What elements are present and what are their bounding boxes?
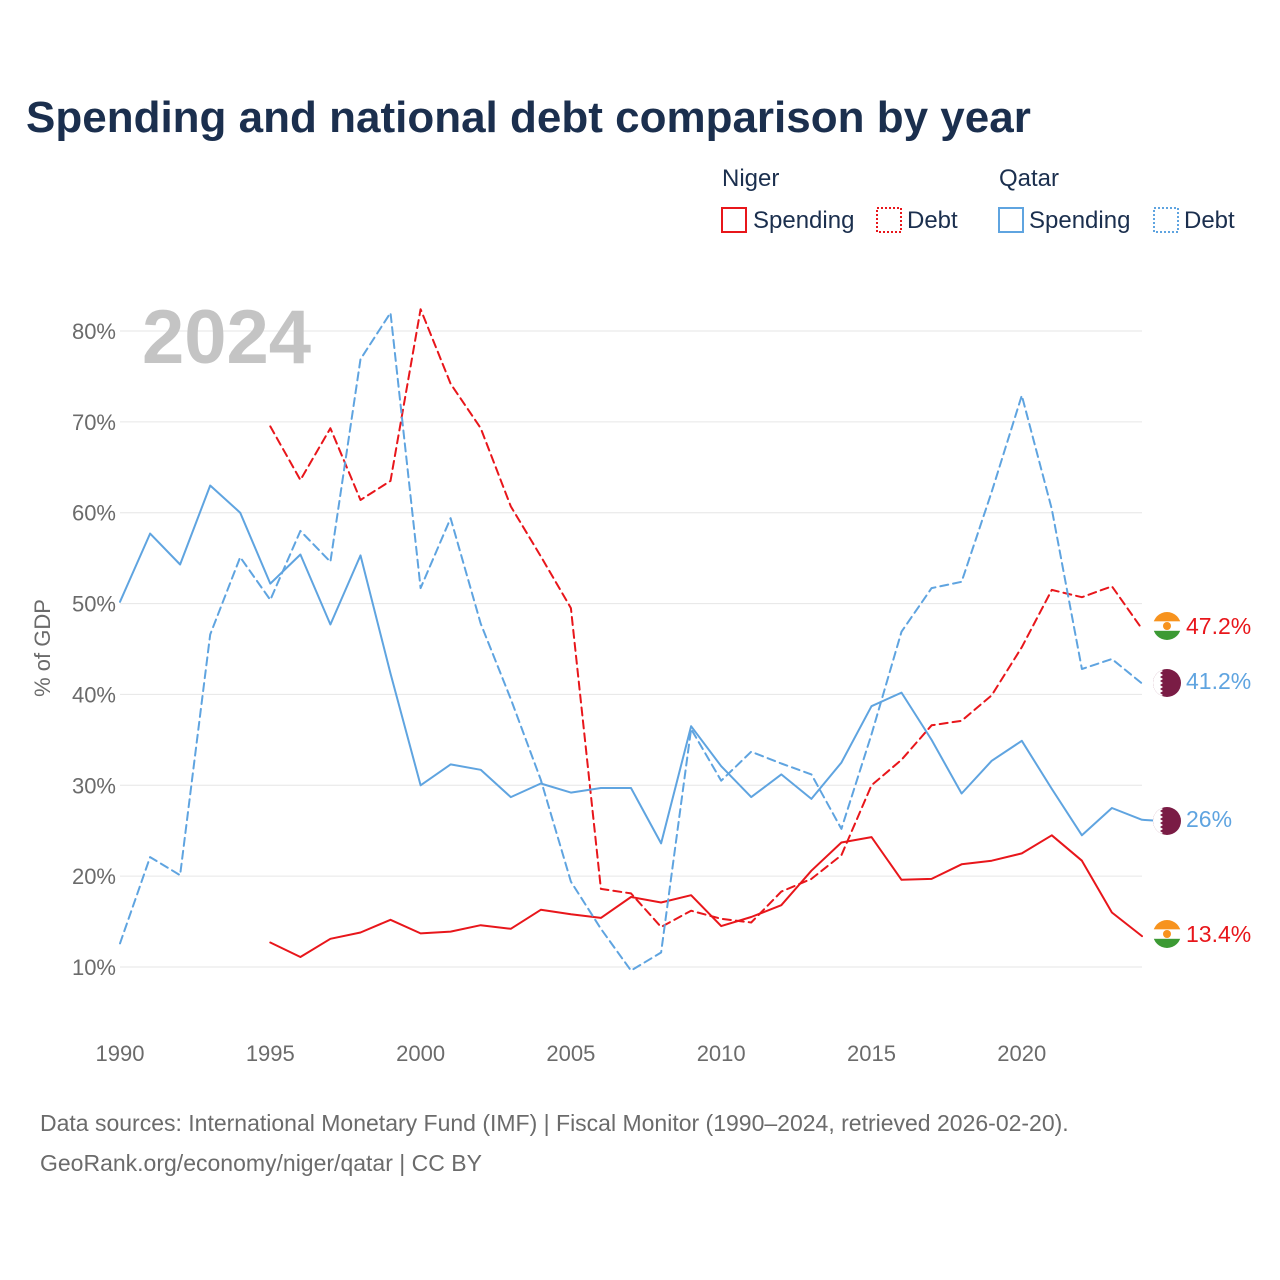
y-tick-label: 50% [72,592,116,617]
legend-swatch-qatar-spending [998,207,1024,233]
end-label-niger-debt: 47.2% [1186,613,1251,639]
y-tick-label: 70% [72,410,116,435]
legend-swatch-niger-debt [876,207,902,233]
x-tick-label: 2000 [396,1041,445,1066]
legend-group-qatar: Qatar [999,165,1059,192]
x-tick-label: 2020 [997,1041,1046,1066]
series-line-qatar-debt [119,311,1143,972]
legend-label-niger-spending: Spending [753,207,854,234]
series-line-niger-spending [269,834,1143,958]
gridlines [120,330,1142,968]
source-line-1: Data sources: International Monetary Fun… [40,1110,1069,1136]
x-tick-label: 2010 [697,1041,746,1066]
y-tick-label: 30% [72,773,116,798]
qatar-flag-icon [1153,669,1181,697]
niger-flag-icon [1153,612,1181,640]
legend-group-niger: Niger [722,165,779,192]
legend-label-qatar-debt: Debt [1184,207,1235,234]
niger-flag-icon [1153,920,1181,948]
legend-label-niger-debt: Debt [907,207,958,234]
end-label-qatar-debt: 41.2% [1186,668,1251,694]
series-line-niger-debt [269,308,1143,928]
legend-label-qatar-spending: Spending [1029,207,1130,234]
y-axis-label: % of GDP [30,599,55,697]
highlight-year: 2024 [142,295,311,380]
x-tick-label: 2015 [847,1041,896,1066]
x-tick-label: 1990 [96,1041,145,1066]
y-axis-ticks: 10% 20% 30% 40% 50% 60% 70% 80% [72,319,116,980]
end-label-niger-spending: 13.4% [1186,921,1251,947]
y-tick-label: 20% [72,864,116,889]
chart-title: Spending and national debt comparison by… [26,93,1031,142]
y-tick-label: 10% [72,955,116,980]
legend-swatch-niger-spending [721,207,747,233]
end-label-qatar-spending: 26% [1186,806,1232,832]
x-tick-label: 1995 [246,1041,295,1066]
series-lines [119,308,1174,972]
legend: Niger Spending Debt Qatar Spending Debt [721,165,1235,234]
y-tick-label: 80% [72,319,116,344]
legend-swatch-qatar-debt [1153,207,1179,233]
x-tick-label: 2005 [546,1041,595,1066]
source-line-2: GeoRank.org/economy/niger/qatar | CC BY [40,1150,482,1176]
y-tick-label: 60% [72,501,116,526]
qatar-flag-icon [1153,807,1181,835]
series-line-qatar-spending [119,484,1174,845]
x-axis-ticks: 1990 1995 2000 2005 2010 2015 2020 [96,1041,1047,1066]
y-tick-label: 40% [72,682,116,707]
